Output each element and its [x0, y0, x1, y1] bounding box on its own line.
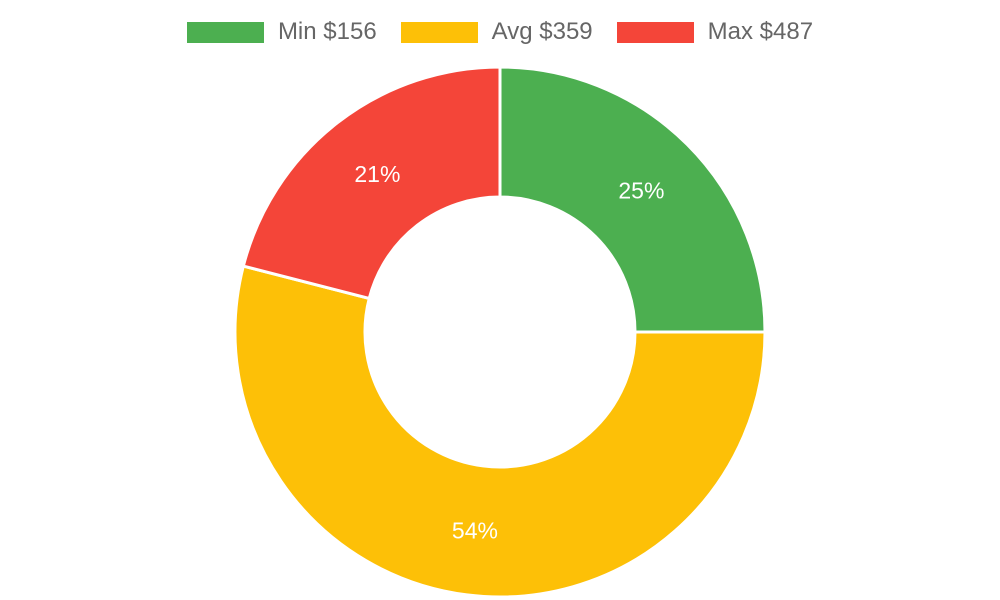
- legend-item-avg[interactable]: Avg $359: [400, 18, 593, 46]
- donut-slice-max[interactable]: [241, 65, 502, 301]
- legend-swatch-avg: [400, 21, 478, 43]
- legend-item-max[interactable]: Max $487: [616, 18, 814, 46]
- legend-swatch-min: [186, 21, 264, 43]
- legend-item-min[interactable]: Min $156: [186, 18, 377, 46]
- slice-percent-label-max: 21%: [354, 161, 400, 187]
- chart-legend: Min $156 Avg $359 Max $487: [0, 17, 1000, 47]
- legend-label-max: Max $487: [707, 18, 814, 45]
- slice-percent-label-avg: 54%: [452, 517, 498, 543]
- donut-slice-avg[interactable]: [233, 264, 767, 599]
- legend-swatch-max: [616, 21, 694, 43]
- donut-slice-min[interactable]: [498, 65, 767, 334]
- legend-label-avg: Avg $359: [491, 18, 593, 45]
- slice-percent-label-min: 25%: [618, 178, 664, 204]
- legend-label-min: Min $156: [277, 18, 377, 45]
